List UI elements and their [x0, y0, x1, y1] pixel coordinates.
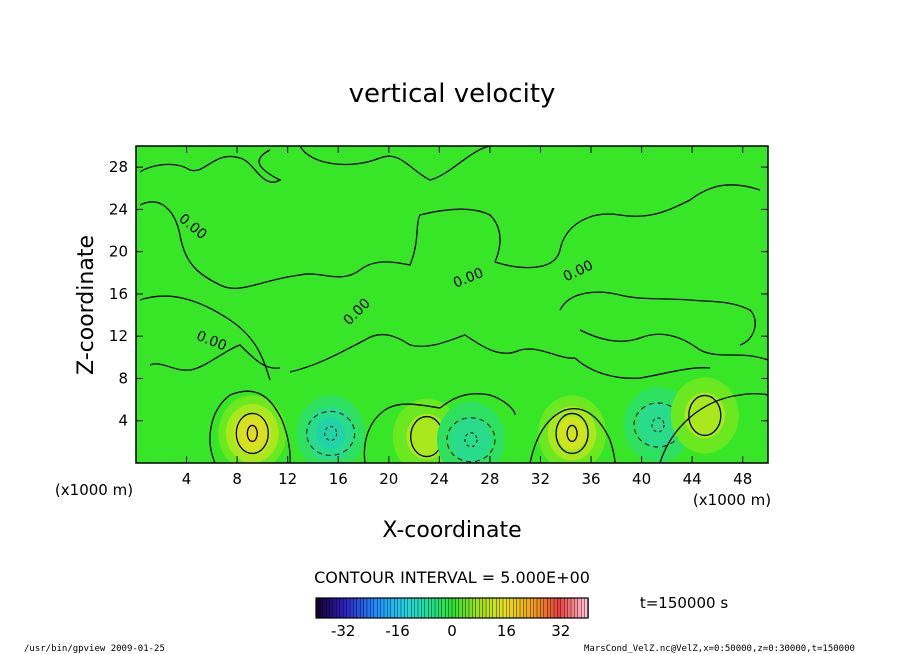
x-tick-label: 16: [329, 470, 348, 488]
y-tick-label: 24: [109, 200, 128, 218]
y-tick-label: 12: [109, 327, 128, 345]
chart-title: vertical velocity: [349, 79, 556, 109]
x-tick-label: 28: [480, 470, 499, 488]
x-tick-label: 36: [581, 470, 600, 488]
contour-interval-text: CONTOUR INTERVAL = 5.000E+00: [314, 568, 590, 587]
y-tick-label: 4: [118, 412, 128, 430]
x-unit-label-right: (x1000 m): [693, 491, 771, 509]
footer-left: /usr/bin/gpview 2009-01-25: [24, 644, 165, 654]
y-tick-label: 28: [109, 158, 128, 176]
x-tick-label: 4: [182, 470, 192, 488]
footer-right: MarsCond_VelZ.nc@VelZ,x=0:50000,z=0:3000…: [584, 644, 855, 654]
x-tick-label: 44: [683, 470, 702, 488]
x-tick-label: 48: [733, 470, 752, 488]
y-tick-label: 20: [109, 243, 128, 261]
colorbar-frame: [315, 597, 589, 619]
time-label: t=150000 s: [640, 594, 728, 612]
downdraft-cell: [296, 395, 365, 463]
plot-area: 0.000.000.000.00 0.00: [136, 146, 768, 463]
colorbar-tick-label: 0: [447, 622, 457, 640]
colorbar-tick-label: 16: [497, 622, 516, 640]
updraft-cell: [538, 395, 607, 463]
plot-frame: [135, 145, 769, 464]
x-unit-label-left: (x1000 m): [55, 481, 133, 499]
x-tick-label: 20: [379, 470, 398, 488]
colorbar-tick-label: -16: [385, 622, 410, 640]
y-axis-label: Z-coordinate: [74, 235, 99, 375]
colorbar-tick-label: 32: [551, 622, 570, 640]
updraft-cell: [670, 377, 739, 454]
x-tick-label: 40: [632, 470, 651, 488]
colorbar-tick-label: -32: [331, 622, 356, 640]
y-tick-label: 8: [118, 369, 128, 387]
y-tick-label: 16: [109, 285, 128, 303]
colorbar: -32 -16 0 16 32: [315, 597, 589, 640]
downdraft-cell: [436, 401, 505, 463]
x-axis-label: X-coordinate: [382, 518, 521, 543]
x-tick-label: 32: [531, 470, 550, 488]
x-tick-label: 12: [278, 470, 297, 488]
updraft-cell: [218, 395, 287, 463]
zero-contours: [139, 146, 768, 463]
x-tick-label: 24: [430, 470, 449, 488]
x-tick-label: 8: [232, 470, 242, 488]
